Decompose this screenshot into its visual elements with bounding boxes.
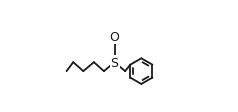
Text: O: O	[109, 31, 119, 44]
Text: S: S	[110, 56, 119, 69]
